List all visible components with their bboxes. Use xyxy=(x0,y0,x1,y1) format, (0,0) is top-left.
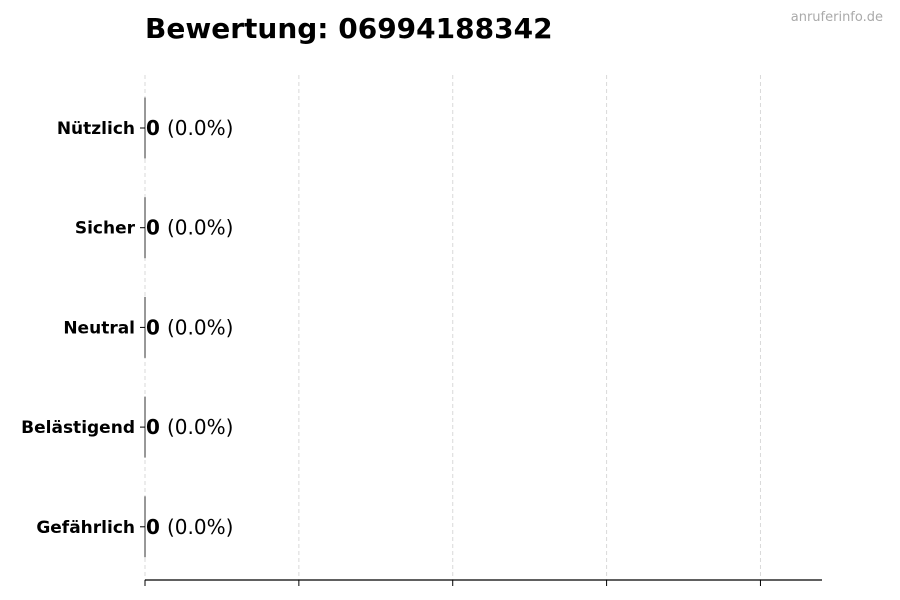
value-label: 0 xyxy=(146,116,160,140)
watermark: anruferinfo.de xyxy=(790,10,883,25)
percent-label: (0.0%) xyxy=(167,216,233,240)
y-tick-label: Belästigend xyxy=(21,418,135,438)
value-label: 0 xyxy=(146,415,160,439)
value-label: 0 xyxy=(146,515,160,539)
value-label: 0 xyxy=(146,216,160,240)
chart-title: Bewertung: 06994188342 xyxy=(145,12,553,45)
percent-label: (0.0%) xyxy=(167,116,233,140)
value-label: 0 xyxy=(146,315,160,339)
percent-label: (0.0%) xyxy=(167,515,233,539)
percent-label: (0.0%) xyxy=(167,415,233,439)
y-tick-label: Neutral xyxy=(63,318,135,338)
y-tick-label: Gefährlich xyxy=(36,518,135,538)
y-tick-label: Sicher xyxy=(75,219,136,239)
y-tick-label: Nützlich xyxy=(57,119,135,139)
percent-label: (0.0%) xyxy=(167,315,233,339)
